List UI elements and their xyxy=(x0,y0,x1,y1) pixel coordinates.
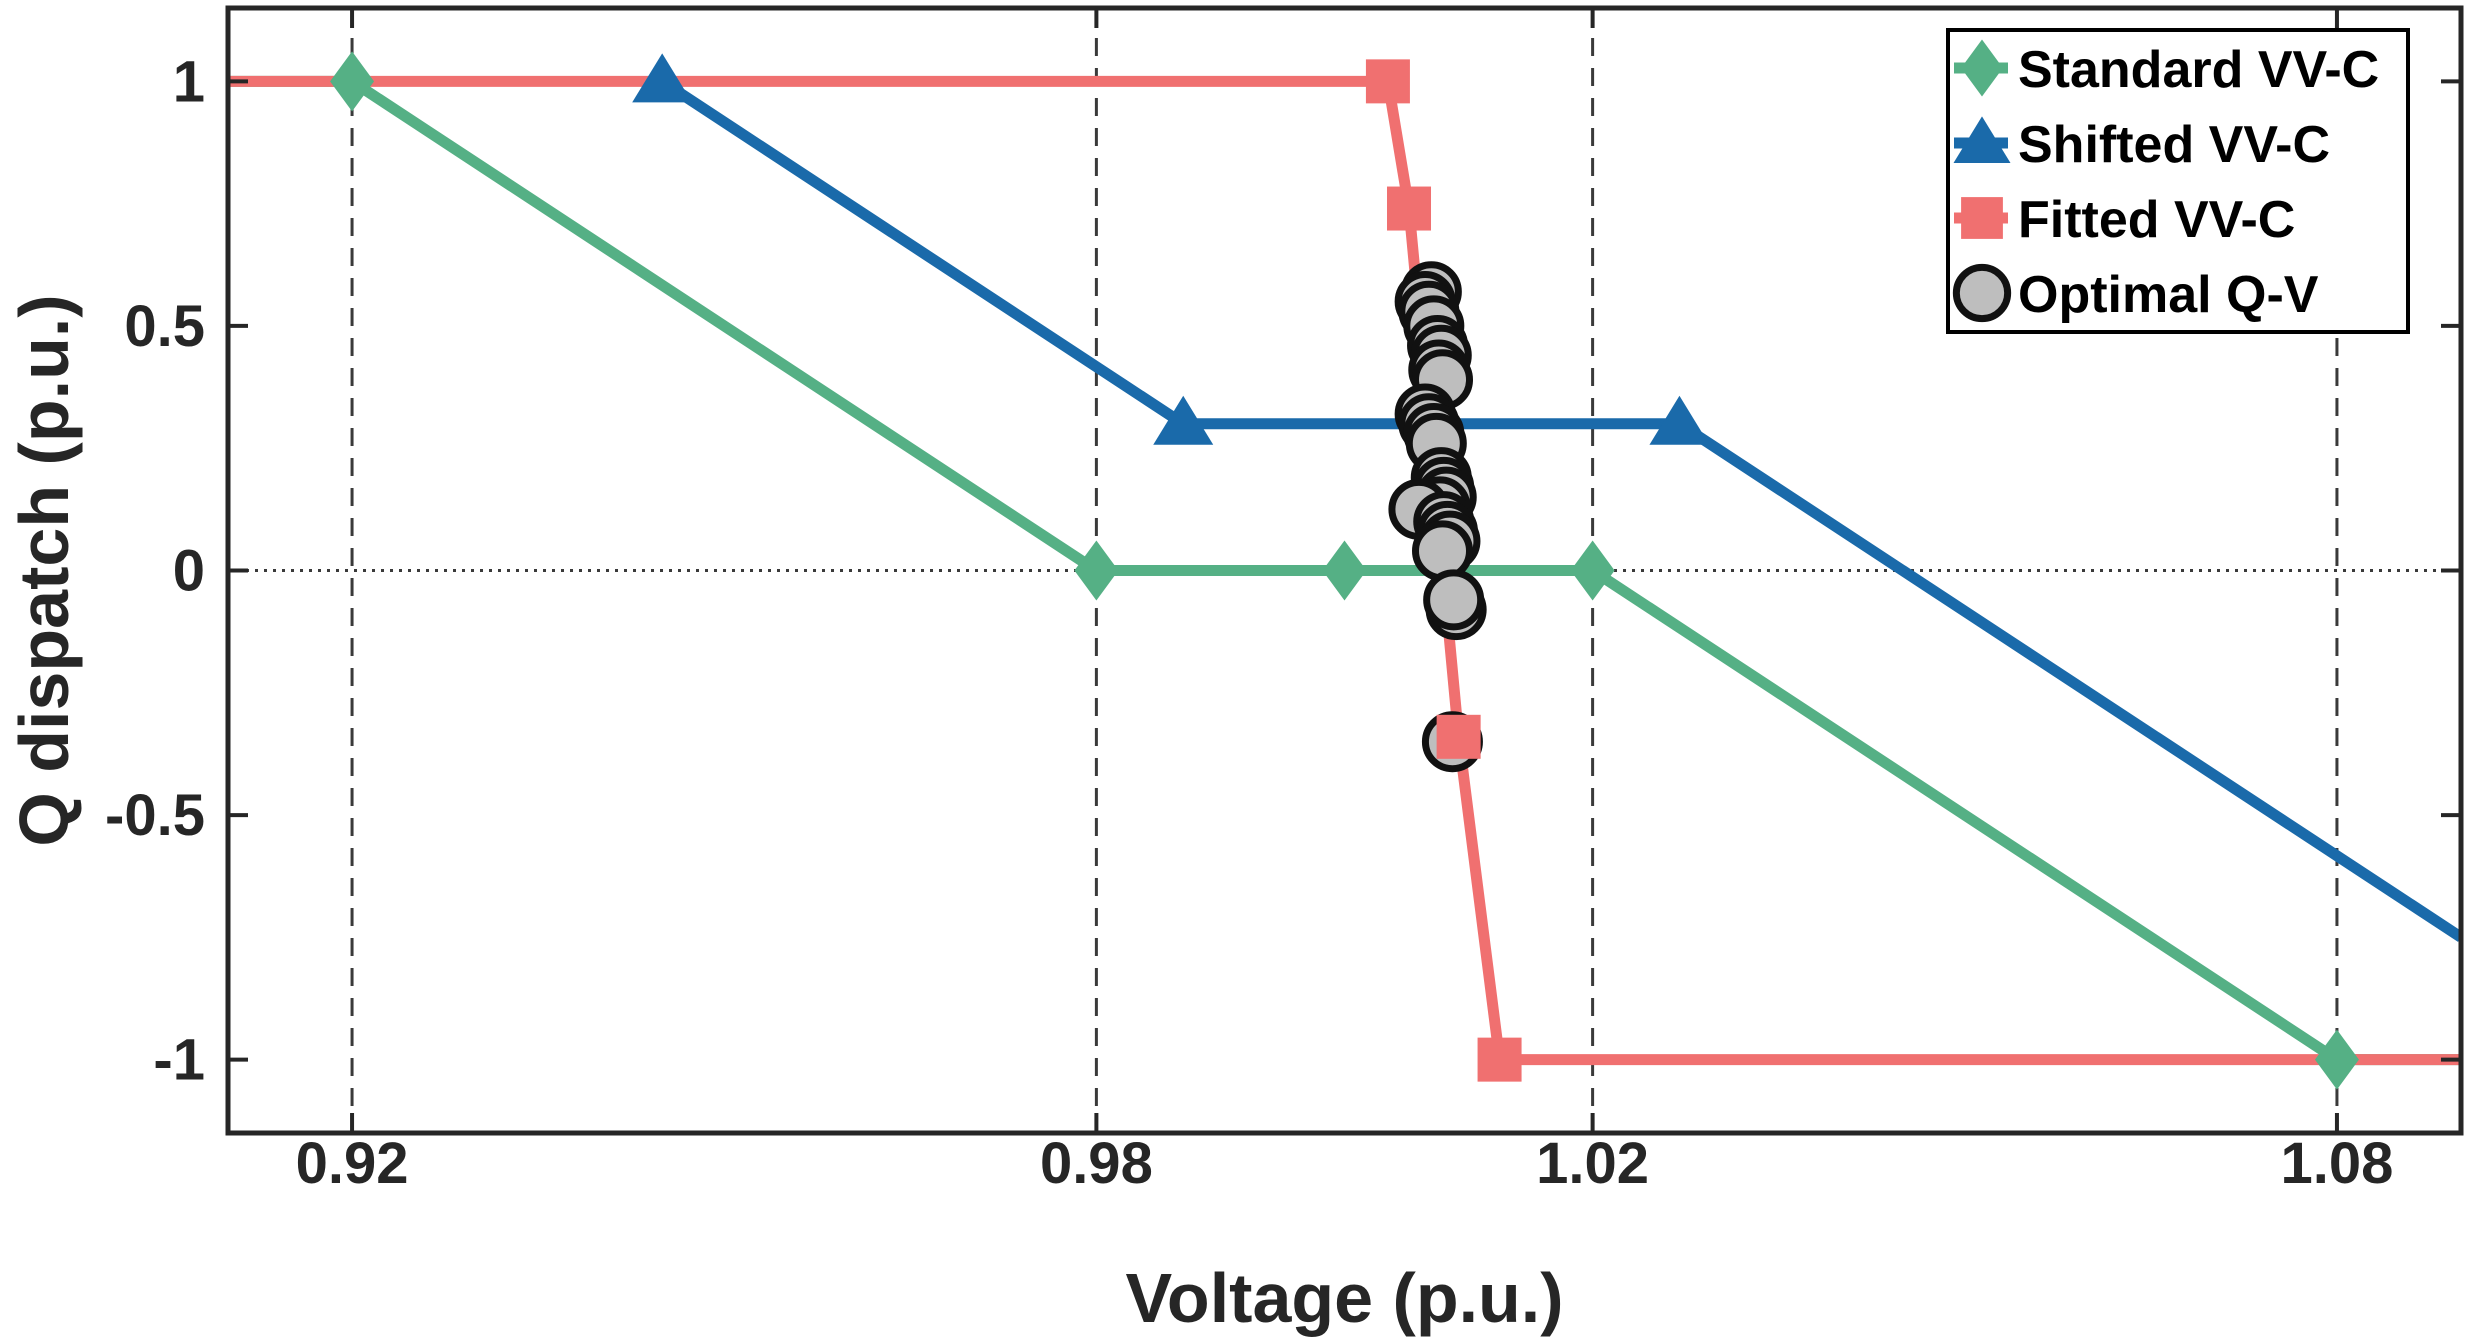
legend-marker-1 xyxy=(1953,116,2011,163)
legend-marker-3 xyxy=(1952,263,2012,323)
y-tick-label-0: -1 xyxy=(153,1028,205,1093)
x-tick-label-1: 0.98 xyxy=(1040,1131,1153,1196)
x-tick-label-3: 1.08 xyxy=(2280,1131,2393,1196)
y-tick-label-3: 0.5 xyxy=(124,294,205,359)
legend-marker-0 xyxy=(1961,39,2003,97)
series-0-marker-1 xyxy=(1074,540,1119,601)
legend: Standard VV-C Shifted VV-C Fitted VV-C Opti… xyxy=(1946,28,2410,334)
series-2-marker-3 xyxy=(1477,1037,1522,1082)
series-1-marker-0 xyxy=(632,53,693,103)
y-tick-label-1: -0.5 xyxy=(105,783,205,848)
x-axis-label: Voltage (p.u.) xyxy=(1125,1259,1563,1337)
legend-box xyxy=(1946,28,2410,334)
series-0-marker-0 xyxy=(330,51,375,112)
legend-label-2: Fitted VV-C xyxy=(2018,191,2295,249)
axis-ticks: 0.92 0.98 1.02 1.08 -1 -0.5 0 0.5 1 xyxy=(105,8,2461,1196)
series-markers xyxy=(330,51,2359,1090)
series-3-marker-20 xyxy=(1412,520,1474,582)
legend-label-3: Optimal Q-V xyxy=(2018,266,2319,324)
y-tick-label-4: 1 xyxy=(173,49,205,114)
series-1-marker-2 xyxy=(1649,395,1710,445)
series-3-marker-22 xyxy=(1423,569,1485,631)
series-2-marker-0 xyxy=(1365,59,1410,104)
legend-label-0: Standard VV-C xyxy=(2018,41,2379,99)
series-0-marker-3 xyxy=(1570,540,1615,601)
series-0-marker-2 xyxy=(1322,540,1367,601)
x-tick-label-0: 0.92 xyxy=(296,1131,409,1196)
series-2-marker-1 xyxy=(1387,186,1432,231)
y-axis-label: Q dispatch (p.u.) xyxy=(5,294,83,846)
series-0-marker-4 xyxy=(2314,1029,2359,1090)
x-tick-label-2: 1.02 xyxy=(1536,1131,1649,1196)
legend-marker-2 xyxy=(1961,197,2003,239)
series-1-marker-1 xyxy=(1153,395,1214,445)
y-tick-label-2: 0 xyxy=(173,539,205,604)
series-2-marker-2 xyxy=(1436,714,1481,759)
legend-label-1: Shifted VV-C xyxy=(2018,116,2330,174)
